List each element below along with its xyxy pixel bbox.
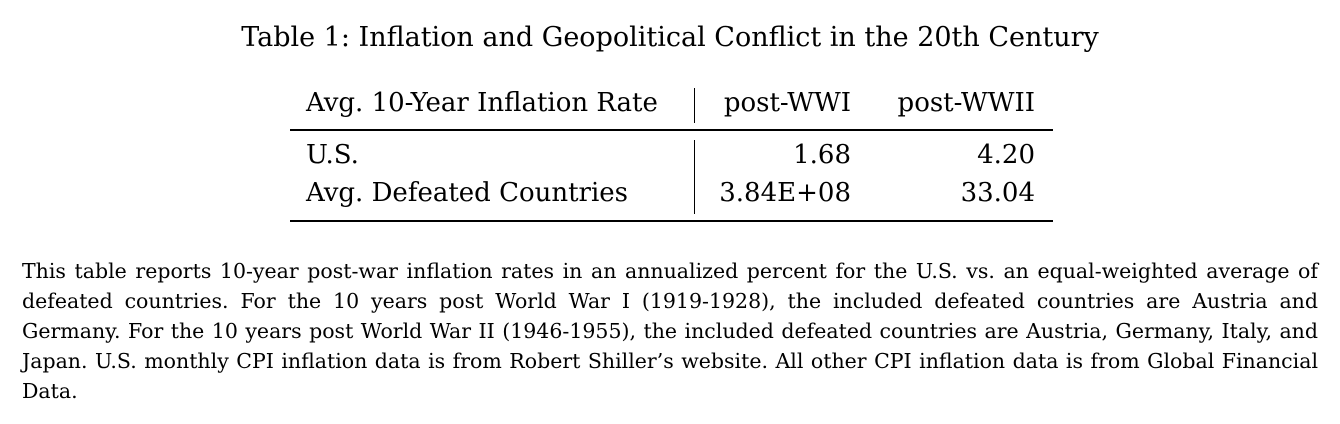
header-post-wwii: post-WWII (897, 88, 1035, 118)
row-defeated-post-wwi: 3.84E+08 (719, 178, 851, 208)
row-defeated-post-wwii: 33.04 (960, 178, 1035, 208)
table-notes: This table reports 10-year post-war infl… (22, 259, 1318, 403)
header-column-divider (694, 88, 695, 123)
row-defeated-label: Avg. Defeated Countries (306, 178, 629, 208)
header-post-wwi: post-WWI (723, 88, 851, 118)
row-us-post-wwi: 1.68 (793, 140, 851, 170)
header-rule (290, 129, 1053, 131)
body-column-divider (694, 140, 695, 214)
bottom-rule (290, 220, 1053, 222)
inflation-table: Avg. 10-Year Inflation Rate post-WWI pos… (290, 84, 1053, 222)
row-us-label: U.S. (306, 140, 359, 170)
row-us-post-wwii: 4.20 (977, 140, 1035, 170)
header-row-label: Avg. 10-Year Inflation Rate (306, 88, 658, 118)
table-caption: Table 1: Inflation and Geopolitical Conf… (241, 22, 1099, 53)
